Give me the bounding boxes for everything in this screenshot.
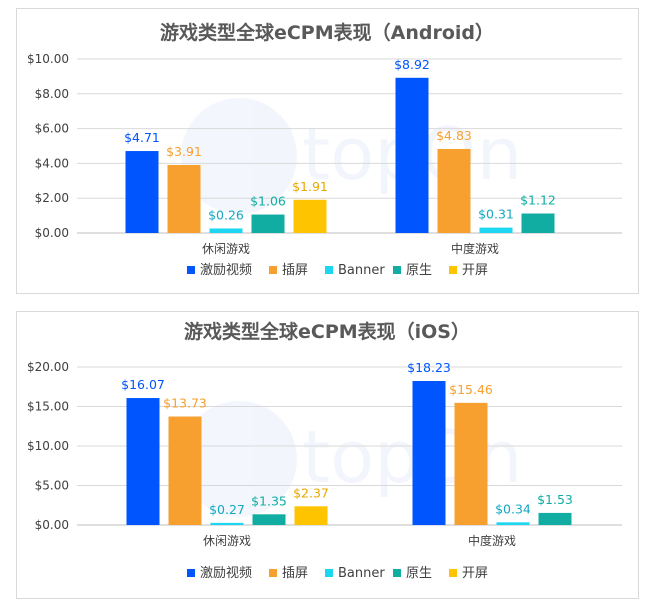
android-y-tick-label: $8.00 [35, 87, 69, 101]
android-bar [437, 148, 471, 233]
android-watermark: topOn [181, 98, 522, 214]
ios-y-tick-label: $20.00 [27, 360, 69, 374]
ios-bar [252, 514, 286, 525]
ios-legend-swatch [325, 569, 333, 577]
android-bar [167, 164, 201, 233]
ios-bar [496, 522, 530, 525]
android-legend-label: 开屏 [462, 263, 488, 278]
android-y-tick-label: $6.00 [35, 122, 69, 136]
ios-y-tick-label: $0.00 [35, 518, 69, 532]
ios-data-label: $1.35 [251, 493, 287, 508]
android-data-label: $1.91 [292, 179, 328, 194]
android-legend-label: Banner [338, 263, 385, 278]
ios-legend-swatch [449, 569, 457, 577]
android-bar [209, 228, 243, 233]
android-watermark-logo-icon [181, 98, 297, 214]
ios-bar [210, 522, 244, 525]
android-legend-label: 插屏 [282, 263, 308, 278]
android-legend-swatch [187, 266, 195, 274]
android-data-label: $4.71 [124, 130, 160, 145]
android-bar [521, 213, 555, 233]
android-legend-swatch [269, 266, 277, 274]
ios-x-tick-label: 中度游戏 [468, 533, 516, 548]
ios-legend-label: 插屏 [282, 566, 308, 581]
ios-legend-label: 原生 [406, 566, 432, 581]
ios-data-label: $16.07 [121, 377, 165, 392]
android-legend-swatch [393, 266, 401, 274]
android-legend-label: 原生 [406, 263, 432, 278]
ios-chart-panel: topOn 游戏类型全球eCPM表现（iOS） $0.00 $5.00 $10.00 $1… [16, 311, 639, 599]
android-data-label: $0.31 [478, 207, 514, 222]
ios-legend-label: 开屏 [462, 566, 488, 581]
ios-legend-label: Banner [338, 566, 385, 581]
ios-bar [168, 416, 202, 525]
android-bar [125, 151, 159, 233]
android-data-label: $0.26 [208, 207, 244, 222]
android-y-tick-label: $4.00 [35, 156, 69, 170]
android-chart-panel: topOn 游戏类型全球eCPM表现（Android） $0.00 $2.00 $4.0… [16, 8, 639, 294]
android-bar [479, 227, 513, 233]
android-chart: topOn 游戏类型全球eCPM表现（Android） $0.00 $2.00 $4.0… [27, 21, 622, 278]
ios-legend-label: 激励视频 [200, 566, 252, 581]
android-data-label: $4.83 [436, 128, 472, 143]
ios-data-label: $0.27 [209, 502, 245, 517]
ios-x-tick-label: 休闲游戏 [203, 534, 251, 548]
ios-bar [126, 398, 160, 525]
android-data-label: $3.91 [166, 144, 202, 159]
ios-watermark-text: topOn [302, 415, 522, 499]
ios-y-tick-label: $5.00 [35, 479, 69, 493]
ios-bar [538, 512, 572, 525]
android-x-tick-label: 中度游戏 [451, 241, 499, 256]
ios-chart: topOn 游戏类型全球eCPM表现（iOS） $0.00 $5.00 $10.00 $1… [27, 320, 622, 581]
ios-data-label: $13.73 [163, 396, 207, 411]
ios-bar [412, 380, 446, 525]
ios-data-label: $0.34 [495, 501, 531, 516]
ios-data-label: $2.37 [293, 485, 329, 500]
android-data-label: $1.06 [250, 194, 286, 209]
android-legend-swatch [449, 266, 457, 274]
ios-legend-swatch [393, 569, 401, 577]
ios-bar [294, 506, 328, 525]
android-bar [251, 214, 285, 233]
ios-legend-swatch [269, 569, 277, 577]
ios-data-label: $18.23 [407, 360, 451, 375]
android-legend-label: 激励视频 [200, 263, 252, 278]
ios-data-label: $15.46 [449, 382, 493, 397]
android-x-tick-label: 休闲游戏 [202, 242, 250, 256]
android-y-tick-label: $0.00 [35, 226, 69, 240]
ios-legend-swatch [187, 569, 195, 577]
ios-y-tick-label: $10.00 [27, 439, 69, 453]
android-data-label: $8.92 [394, 57, 430, 72]
ios-data-label: $1.53 [537, 492, 573, 507]
ios-y-tick-label: $15.00 [27, 400, 69, 414]
ios-watermark-logo-icon [181, 401, 297, 517]
ios-chart-title: 游戏类型全球eCPM表现（iOS） [184, 320, 470, 343]
android-y-tick-label: $10.00 [27, 52, 69, 66]
android-chart-title: 游戏类型全球eCPM表现（Android） [160, 21, 494, 44]
android-y-tick-label: $2.00 [35, 191, 69, 205]
ios-bar [454, 402, 488, 525]
android-bar [395, 77, 429, 234]
android-legend-swatch [325, 266, 333, 274]
android-data-label: $1.12 [520, 193, 556, 208]
android-bar [293, 199, 327, 233]
